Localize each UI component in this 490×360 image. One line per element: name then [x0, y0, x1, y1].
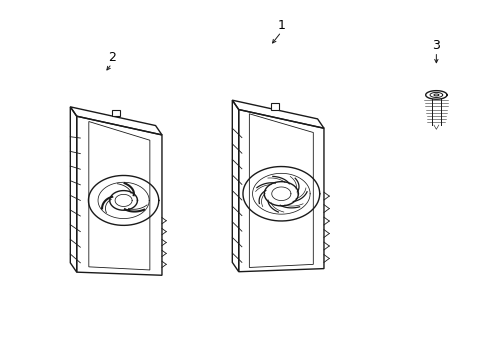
Text: 1: 1	[277, 19, 285, 32]
Text: 2: 2	[108, 51, 116, 64]
Text: 3: 3	[432, 39, 441, 52]
Bar	[112, 110, 121, 116]
Bar	[270, 103, 279, 109]
